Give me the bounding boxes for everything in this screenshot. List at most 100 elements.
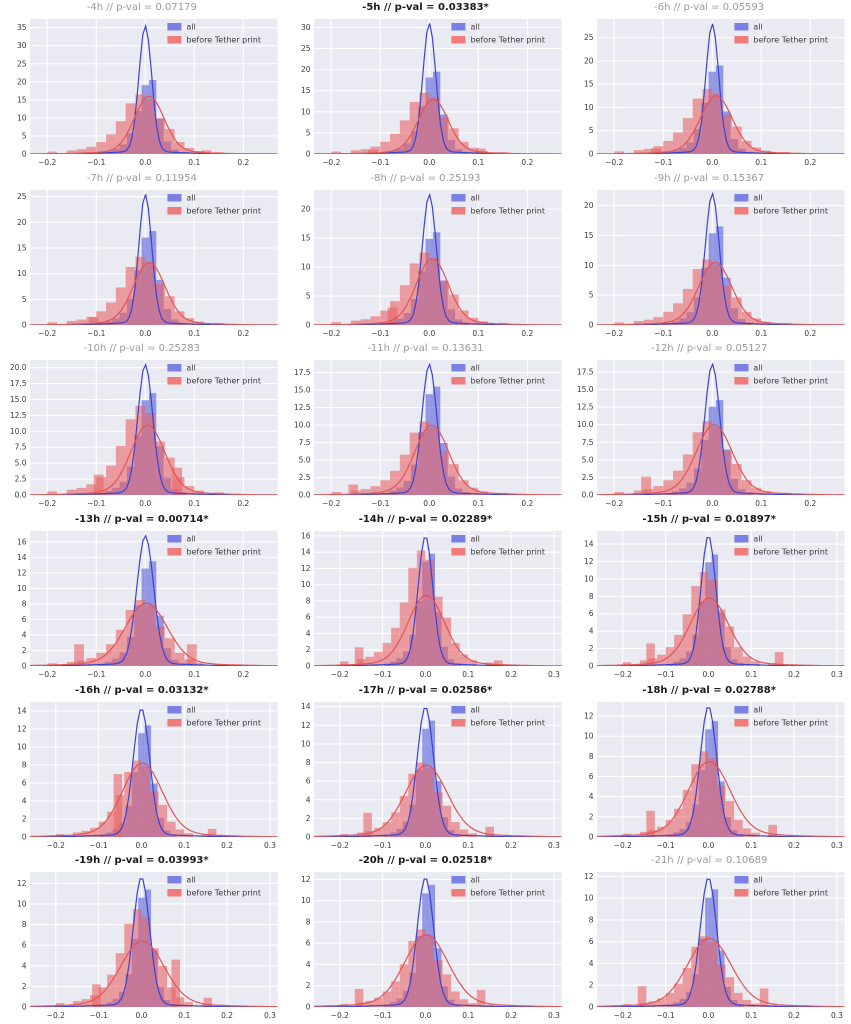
- x-tick-label: −0.1: [373, 841, 391, 850]
- kde-line-before: [30, 424, 278, 496]
- x-tick-label: −0.2: [614, 1011, 632, 1020]
- legend-label-all: all: [470, 876, 479, 885]
- plot-area: [313, 362, 562, 496]
- hist-bar-before: [96, 652, 107, 666]
- y-tick-label: 0: [305, 1003, 310, 1012]
- x-tick-label: −0.2: [38, 499, 56, 508]
- hist-bar-before: [164, 457, 175, 496]
- legend-patch-all: [451, 705, 466, 714]
- y-tick-label: 5.0: [15, 459, 27, 468]
- y-tick-label: 10.0: [577, 421, 594, 430]
- hist-bar-before: [158, 804, 168, 837]
- hist-bar-before: [760, 988, 769, 1008]
- hist-bar-before: [751, 832, 761, 837]
- y-tick-label: 8: [589, 916, 594, 925]
- plot-area: [313, 878, 562, 1008]
- x-tick-label: 0.1: [462, 841, 474, 850]
- y-tick-label: 6: [22, 615, 27, 624]
- hist-bar-before: [86, 484, 97, 496]
- y-tick-label: 2.5: [298, 473, 310, 482]
- y-tick-label: 4: [305, 960, 310, 969]
- y-tick-label: 20: [301, 204, 311, 213]
- legend-patch-all: [451, 193, 466, 202]
- hist-bar-before: [98, 987, 108, 1008]
- x-tick-label: 0.1: [746, 841, 758, 850]
- hist-bar-before: [708, 942, 718, 1008]
- hist-bar-before: [751, 147, 762, 154]
- hist-bar-before: [367, 149, 378, 154]
- x-tick-label: 0.0: [139, 499, 151, 508]
- hist-bar-before: [712, 94, 723, 154]
- hist-bar-before: [155, 283, 165, 325]
- hist-bar-before: [702, 258, 713, 325]
- subplot-16h: -16h // p-val = 0.03132* 0 2 4 6 8 10 12 14 −0.2 −…: [0, 683, 284, 854]
- x-tick-label: −0.2: [322, 158, 340, 167]
- x-tick-label: 0.0: [707, 329, 719, 338]
- legend-patch-before: [451, 889, 466, 897]
- y-tick-label: 0: [589, 320, 594, 329]
- y-tick-label: 8: [305, 596, 310, 605]
- hist-bar-before: [409, 263, 420, 325]
- hist-bar-before: [350, 320, 361, 325]
- subplot-15h: -15h // p-val = 0.01897* 0 2 4 6 8 10 12 14 −0.2 −…: [567, 512, 851, 683]
- hist-bar-before: [155, 441, 165, 496]
- subplot-19h: -19h // p-val = 0.03993* 0 2 4 6 8 10 12 −0.2 −0.…: [0, 853, 284, 1024]
- hist-bar-before: [207, 828, 217, 837]
- hist-bar-before: [164, 128, 175, 154]
- x-tick-label: 0.1: [178, 841, 190, 850]
- y-tick-label: 5: [589, 290, 594, 299]
- hist-bar-before: [691, 586, 701, 666]
- y-tick-label: 7.5: [298, 438, 310, 447]
- hist-bar-before: [646, 643, 656, 666]
- hist-bar-before: [475, 148, 486, 154]
- legend-patch-before: [167, 548, 182, 556]
- subplot-canvas: 0 2 4 6 8 10 12 −0.2 −0.1 0.0 0.1 0.2 0.3 all before T…: [584, 872, 845, 1020]
- hist-bar-before: [416, 550, 426, 666]
- y-tick-label: 0: [305, 150, 310, 159]
- y-tick-label: 12: [17, 879, 27, 888]
- hist-bar-before: [141, 917, 151, 1008]
- hist-bar-before: [76, 488, 87, 496]
- hist-bar-before: [653, 486, 664, 496]
- hist-bar-before: [382, 642, 391, 666]
- legend-patch-all: [451, 876, 466, 884]
- hist-bar-before: [66, 320, 77, 325]
- x-tick-label: −0.1: [89, 841, 107, 850]
- hist-bar-before: [365, 1001, 374, 1008]
- kde-line-before: [313, 594, 562, 666]
- hist-bar-before: [708, 757, 718, 837]
- kde-line-all: [597, 362, 845, 496]
- hist-bar-before: [370, 486, 380, 496]
- legend-patch-before: [451, 377, 466, 385]
- y-tick-label: 10: [301, 262, 311, 271]
- hist-bar-before: [115, 953, 125, 1008]
- hist-bar-before: [725, 626, 735, 666]
- hist-bar-before: [692, 268, 703, 325]
- hist-bar-before: [725, 800, 735, 837]
- x-tick-label: 0.3: [264, 1011, 276, 1020]
- y-tick-label: 10: [584, 103, 594, 112]
- y-tick-label: 2: [305, 814, 310, 823]
- x-tick-label: 0.2: [788, 841, 800, 850]
- x-tick-label: 0.2: [805, 499, 817, 508]
- hist-bar-before: [702, 88, 713, 154]
- y-tick-label: 12: [301, 720, 311, 729]
- plot-area: [313, 192, 562, 325]
- hist-bar-before: [428, 258, 439, 325]
- legend-label-all: all: [754, 876, 763, 885]
- y-tick-label: 12.5: [293, 403, 310, 412]
- hist-bar-before: [438, 117, 449, 154]
- hist-bar-before: [115, 629, 126, 666]
- legend-patch-all: [451, 23, 466, 31]
- subplot-title: -8h // p-val = 0.25193: [370, 172, 481, 184]
- hist-bar-before: [399, 964, 408, 1008]
- y-tick-label: 12: [584, 557, 594, 566]
- y-tick-label: 14: [17, 553, 27, 562]
- y-tick-label: 2: [22, 814, 27, 823]
- legend-label-all: all: [186, 876, 195, 885]
- hist-bar-before: [634, 490, 644, 496]
- hist-bar-before: [389, 471, 400, 496]
- hist-bar-before: [634, 150, 644, 154]
- hist-bar-before: [640, 660, 649, 666]
- y-tick-label: 5: [22, 131, 27, 140]
